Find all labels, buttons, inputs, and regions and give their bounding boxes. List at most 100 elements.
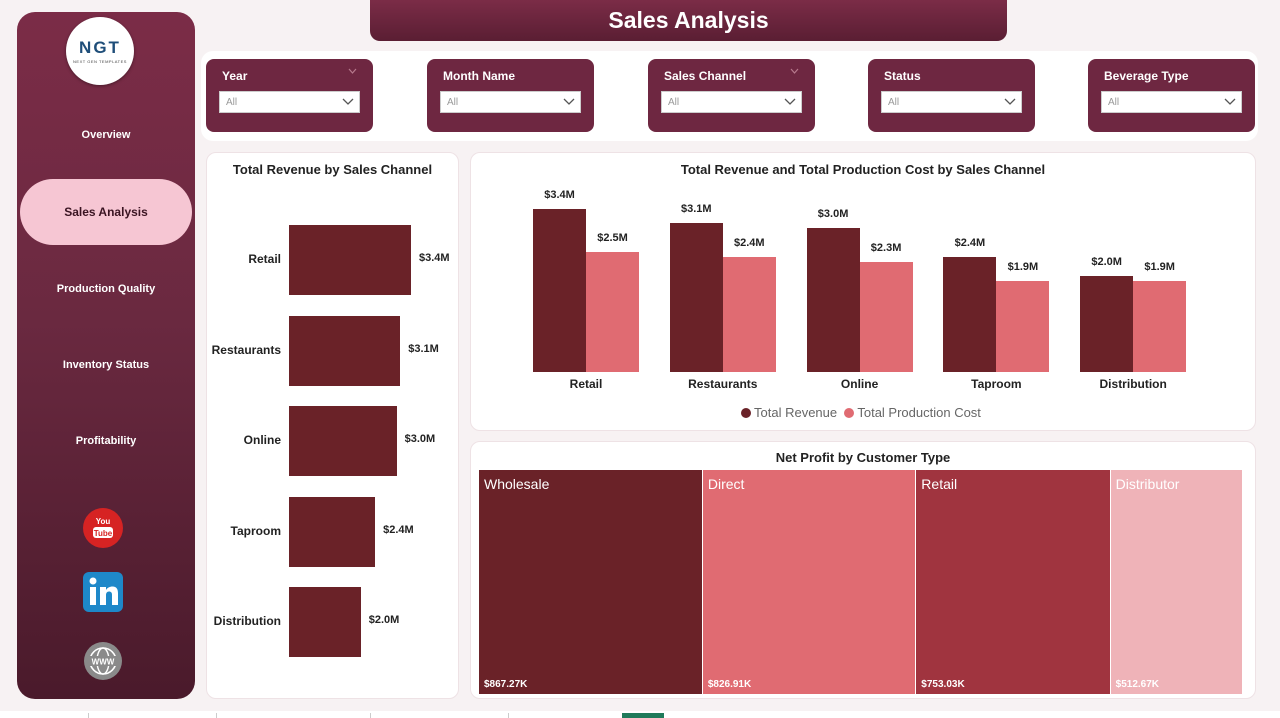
x-axis-category-label: Distribution	[1099, 377, 1167, 391]
bar-production-cost	[586, 252, 639, 372]
filter-dropdown[interactable]: All	[661, 91, 802, 113]
page-title: Sales Analysis	[370, 0, 1007, 41]
filter-label: Status	[884, 69, 921, 83]
bar-value-label: $3.1M	[408, 342, 439, 355]
svg-text:You: You	[96, 517, 111, 526]
sidebar-item-production-quality[interactable]: Production Quality	[56, 283, 156, 295]
svg-text:Tube: Tube	[94, 529, 113, 538]
chevron-down-icon	[348, 68, 357, 74]
filter-dropdown[interactable]: All	[1101, 91, 1242, 113]
bar-value-label: $1.9M	[1007, 260, 1039, 273]
chart-title: Net Profit by Customer Type	[775, 450, 951, 465]
filter-value: All	[447, 97, 459, 108]
filter-dropdown[interactable]: All	[881, 91, 1022, 113]
logo: NGT NEXT GEN TEMPLATES	[66, 17, 134, 85]
legend-label-cost: Total Production Cost	[857, 405, 981, 420]
bar	[289, 225, 411, 295]
filter-status[interactable]: Status All	[868, 59, 1035, 132]
filter-label: Sales Channel	[664, 69, 747, 83]
x-axis-category-label: Restaurants	[688, 377, 758, 391]
treemap-tile-label: Retail	[921, 476, 958, 492]
bar-value-label: $1.9M	[1144, 260, 1175, 273]
bar-revenue	[1080, 276, 1134, 372]
filter-dropdown[interactable]: All	[219, 91, 360, 113]
bar-value-label: $2.4M	[954, 236, 986, 249]
sidebar: NGT NEXT GEN TEMPLATES Overview Sales An…	[17, 12, 195, 699]
treemap-tile: Distributor $512.67K	[1110, 470, 1242, 694]
bar-value-label: $3.1M	[681, 203, 712, 216]
treemap-tile-value: $867.27K	[484, 679, 528, 690]
bar-value-label: $3.4M	[544, 189, 575, 201]
bar-category-label: Retail	[248, 252, 281, 266]
bar-production-cost	[996, 280, 1050, 372]
tab-divider	[508, 713, 509, 718]
chevron-down-icon	[563, 98, 575, 105]
treemap-tile-value: $753.03K	[921, 679, 965, 690]
filter-beverage-type[interactable]: Beverage Type All	[1088, 59, 1255, 132]
bar-production-cost	[722, 256, 776, 372]
chevron-down-icon	[1004, 98, 1016, 105]
filter-sales-channel[interactable]: Sales Channel All	[648, 59, 815, 132]
bar	[289, 587, 361, 657]
chevron-down-icon	[790, 68, 799, 74]
tab-divider	[216, 713, 217, 718]
bar-value-label: $2.4M	[383, 523, 414, 536]
filter-dropdown[interactable]: All	[440, 91, 581, 113]
bar	[289, 496, 376, 567]
legend-swatch-revenue	[741, 408, 751, 418]
sidebar-item-inventory-status[interactable]: Inventory Status	[62, 359, 150, 371]
tab-active-indicator[interactable]	[622, 713, 664, 718]
web-icon[interactable]: WWW	[83, 641, 123, 681]
bar-revenue	[533, 209, 586, 372]
bar-value-label: $2.0M	[368, 614, 400, 626]
svg-text:WWW: WWW	[92, 658, 115, 667]
filter-label: Month Name	[443, 69, 515, 83]
bar-value-label: $3.0M	[404, 433, 436, 445]
treemap-tile-label: Wholesale	[484, 476, 550, 492]
sidebar-item-sales-analysis[interactable]: Sales Analysis	[20, 179, 192, 245]
chart-revenue-by-channel: Total Revenue by Sales Channel Retail $3.…	[206, 152, 459, 699]
bar-category-label: Restaurants	[211, 342, 281, 357]
bar-value-label: $2.0M	[1091, 256, 1122, 269]
filter-label: Year	[222, 69, 248, 83]
bar-category-label: Taproom	[230, 523, 281, 538]
legend-swatch-cost	[844, 408, 855, 418]
bar-value-label: $3.0M	[817, 208, 849, 221]
filter-value: All	[226, 97, 238, 108]
chart-revenue-vs-cost: Total Revenue and Total Production Cost …	[470, 152, 1256, 431]
bar	[289, 315, 401, 386]
legend-label-revenue: Total Revenue	[754, 405, 838, 420]
sidebar-item-profitability[interactable]: Profitability	[75, 435, 137, 447]
treemap-tile-label: Distributor	[1115, 476, 1180, 492]
treemap-tile: Retail $753.03K	[916, 470, 1110, 694]
tab-divider	[370, 713, 371, 718]
treemap-tile: Direct $826.91K	[702, 470, 916, 694]
youtube-icon[interactable]: You Tube	[83, 508, 123, 548]
filter-month-name[interactable]: Month Name All	[427, 59, 594, 132]
bar-production-cost	[1133, 280, 1187, 372]
filter-value: All	[1108, 97, 1120, 108]
bar-category-label: Online	[243, 433, 281, 447]
linkedin-icon[interactable]	[83, 572, 123, 612]
logo-subtitle: NEXT GEN TEMPLATES	[73, 59, 127, 64]
chart-legend: Total Revenue Total Production Cost	[741, 405, 981, 420]
x-axis-category-label: Taproom	[971, 377, 1022, 391]
filter-year[interactable]: Year All	[206, 59, 373, 132]
treemap-tile-label: Direct	[707, 476, 745, 492]
filter-value: All	[668, 97, 680, 108]
bar-revenue	[806, 228, 860, 372]
bar	[289, 406, 397, 476]
chart-title: Total Revenue by Sales Channel	[232, 162, 433, 177]
bar-production-cost	[859, 261, 913, 372]
chevron-down-icon	[342, 98, 354, 105]
x-axis-category-label: Online	[840, 377, 879, 391]
bar-value-label: $2.3M	[870, 241, 902, 254]
bar-value-label: $2.5M	[597, 232, 628, 245]
logo-text: NGT	[79, 38, 121, 57]
tab-divider	[88, 713, 89, 718]
treemap-tile-value: $512.67K	[1115, 679, 1160, 690]
sidebar-item-overview[interactable]: Overview	[81, 129, 131, 141]
bar-revenue	[943, 256, 997, 372]
bar-value-label: $2.4M	[734, 236, 765, 249]
filter-label: Beverage Type	[1104, 69, 1189, 83]
